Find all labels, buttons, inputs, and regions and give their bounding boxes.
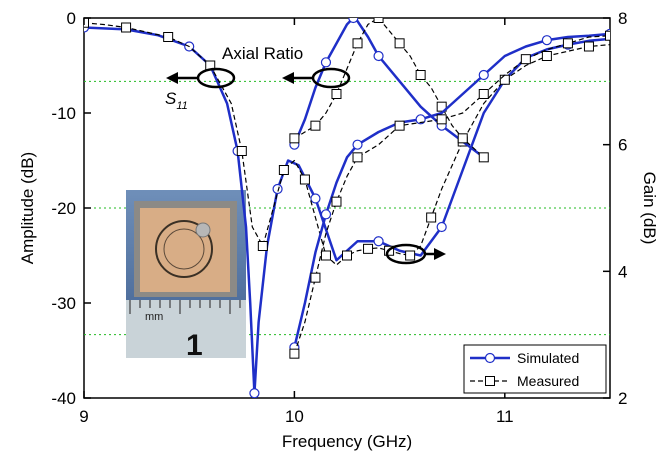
y-axis-left-title: Amplitude (dB) <box>18 152 37 264</box>
data-point-square <box>299 174 310 185</box>
data-point-square <box>352 38 363 49</box>
data-point-circle <box>373 236 384 247</box>
data-point-square <box>320 250 331 261</box>
ruler-number-label: 1 <box>186 329 203 362</box>
legend-circle-marker <box>484 352 496 364</box>
data-point-square <box>363 243 374 254</box>
data-point-square <box>84 18 89 28</box>
data-point-square <box>394 38 405 49</box>
data-point-square <box>236 146 247 156</box>
y-axis-right-title: Gain (dB) <box>640 172 657 245</box>
data-point-square <box>331 196 342 207</box>
y-tick-label-left: 0 <box>67 9 76 28</box>
legend-square-marker <box>485 376 495 386</box>
data-point-square <box>310 120 321 131</box>
antenna-photo-inset: mm 1 <box>126 190 246 362</box>
legend-measured-label: Measured <box>517 373 579 389</box>
y-tick-label-right: 6 <box>618 136 627 155</box>
data-point-circle <box>249 388 260 398</box>
axial-ratio-label: Axial Ratio <box>222 44 303 63</box>
data-point-circle <box>478 69 489 81</box>
data-point-circle <box>373 50 384 62</box>
series-axial-ratio-measured <box>289 18 489 163</box>
data-point-circle <box>320 209 332 220</box>
data-point-square <box>342 250 352 261</box>
y-axis-ticks: 0 -10 -20 -30 -40 8 6 4 2 <box>51 9 627 408</box>
y-tick-label-right: 8 <box>618 9 627 28</box>
series-gain-measured <box>289 30 610 359</box>
x-tick-label: 11 <box>496 407 514 426</box>
data-point-square <box>163 32 174 42</box>
data-point-square <box>457 133 468 144</box>
svg-text:S11: S11 <box>165 89 188 112</box>
x-tick-label: 9 <box>79 407 88 426</box>
data-point-circle <box>272 183 283 195</box>
data-point-square <box>583 41 594 52</box>
data-point-circle <box>320 57 332 68</box>
data-point-circle <box>352 139 363 150</box>
data-point-square <box>310 272 321 283</box>
data-point-square <box>257 241 268 251</box>
antenna-loop-icon <box>155 220 213 278</box>
legend-simulated-label: Simulated <box>517 350 579 366</box>
data-point-square <box>499 74 510 85</box>
series-line <box>294 18 485 158</box>
y-tick-label-right: 2 <box>618 389 627 408</box>
y-tick-label-left: -40 <box>51 389 76 408</box>
data-point-circle <box>541 35 552 46</box>
gain-annotation <box>385 243 446 265</box>
data-point-square <box>289 348 300 359</box>
data-point-square <box>405 250 416 261</box>
data-point-square <box>605 30 610 41</box>
data-point-square <box>415 70 426 80</box>
x-tick-label: 10 <box>285 407 304 426</box>
series-layer <box>84 18 610 398</box>
data-point-square <box>562 38 573 49</box>
data-point-square <box>520 54 531 65</box>
arrow-right-icon <box>434 248 446 260</box>
arrow-left-icon <box>282 72 294 84</box>
axial-ratio-annotation: Axial Ratio <box>222 44 351 89</box>
data-point-circle <box>436 221 447 233</box>
data-point-square <box>478 152 489 163</box>
data-point-square <box>278 165 289 175</box>
data-point-square <box>373 18 384 23</box>
data-point-square <box>478 89 489 99</box>
data-point-square <box>121 22 132 33</box>
y-tick-label-right: 4 <box>618 262 627 281</box>
data-point-square <box>331 89 342 99</box>
s11-label: S <box>165 89 177 108</box>
x-axis-ticks: 9 10 11 <box>79 18 514 426</box>
y-tick-label-left: -30 <box>51 294 76 313</box>
data-point-square <box>541 51 552 61</box>
series-line <box>293 18 485 159</box>
data-point-square <box>289 133 300 144</box>
data-point-square <box>394 120 405 131</box>
s11-subscript: 11 <box>176 100 187 112</box>
legend: Simulated Measured <box>463 344 607 394</box>
series-line <box>293 35 610 354</box>
x-axis-title: Frequency (GHz) <box>282 432 412 451</box>
data-point-square <box>436 101 447 112</box>
s11-annotation: S11 <box>165 67 236 112</box>
data-point-square <box>352 152 363 163</box>
y-tick-label-left: -20 <box>51 199 76 218</box>
arrow-left-icon <box>166 72 178 84</box>
y-tick-label-left: -10 <box>51 104 76 123</box>
data-point-square <box>436 114 447 125</box>
data-point-square <box>426 212 437 223</box>
data-point-circle <box>348 18 359 24</box>
data-point-circle <box>310 193 321 204</box>
ruler-unit-label: mm <box>145 311 163 323</box>
